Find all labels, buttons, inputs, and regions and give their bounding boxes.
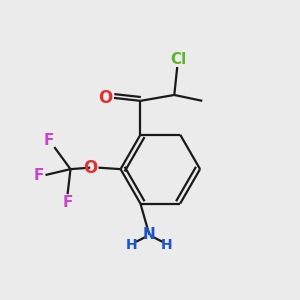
Text: Cl: Cl [171,52,187,67]
Text: O: O [83,159,98,177]
Text: F: F [62,195,73,210]
Text: H: H [161,238,173,252]
Text: F: F [34,167,44,182]
Text: O: O [99,89,113,107]
Text: F: F [44,133,54,148]
Text: H: H [126,238,137,252]
Text: N: N [143,227,156,242]
